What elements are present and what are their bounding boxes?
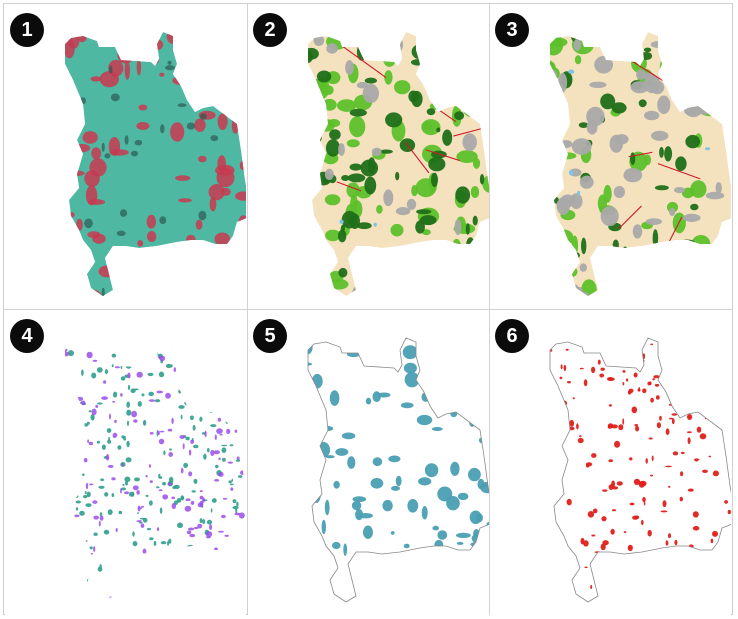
panel-number-badge: 4 — [10, 319, 44, 353]
panel-5: 5 — [248, 310, 489, 615]
panel-6: 6 — [490, 310, 731, 615]
panel-4: 4 — [5, 310, 246, 615]
panel-1: 1 — [5, 4, 246, 309]
panel-number-badge: 2 — [253, 13, 287, 47]
grid-divider-horizontal — [4, 309, 732, 310]
panel-number-badge: 5 — [253, 319, 287, 353]
panel-2: 2 — [248, 4, 489, 309]
map-panel-grid: 1 2 3 4 5 6 — [3, 3, 733, 615]
change-composite-map — [65, 339, 246, 602]
panel-number-badge: 6 — [495, 319, 529, 353]
panel-number-badge: 3 — [495, 13, 529, 47]
land-cover-map — [308, 32, 489, 296]
class-change-map — [549, 337, 731, 603]
panel-3: 3 — [490, 4, 731, 309]
class-extent-map — [307, 337, 489, 603]
land-cover-map — [550, 32, 731, 296]
satellite-image-map — [65, 32, 246, 296]
panel-number-badge: 1 — [10, 13, 44, 47]
